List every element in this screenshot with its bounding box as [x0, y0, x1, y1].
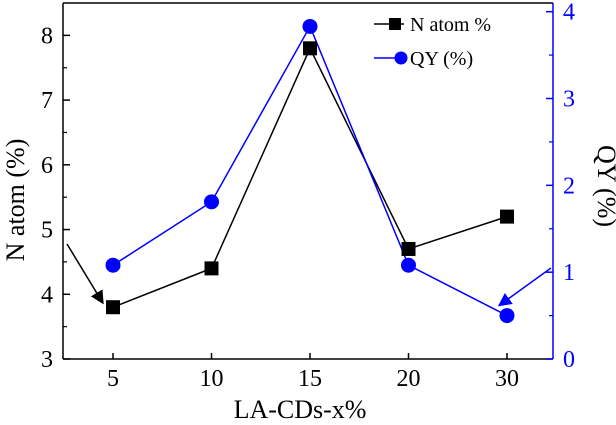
data-point-square: [204, 261, 219, 276]
x-tick-label: 30: [495, 366, 519, 392]
annotation-arrow-blue: [497, 267, 552, 307]
legend: N atom % QY (%): [374, 14, 491, 70]
x-axis-title: LA-CDs-x%: [234, 395, 367, 424]
legend-marker-n-atom: [389, 18, 401, 30]
series-points-group: [105, 18, 515, 324]
left-y-tick-label: 8: [41, 23, 53, 49]
axes-group: [62, 2, 554, 360]
data-point-square: [106, 300, 120, 315]
right-y-axis-title: QY (%): [592, 145, 616, 227]
x-tick-label: 15: [298, 366, 322, 392]
data-point-circle: [204, 194, 219, 210]
data-point-square: [401, 241, 416, 256]
left-y-axis-title: N atom (%): [1, 139, 30, 262]
left-y-tick-label: 6: [41, 153, 53, 179]
data-point-square: [500, 209, 514, 224]
data-point-circle: [302, 18, 318, 34]
annotation-arrow-black: [66, 243, 104, 305]
left-y-tick-label: 4: [41, 282, 53, 308]
x-tick-label: 10: [200, 366, 224, 392]
annotations-group: [66, 243, 552, 307]
legend-marker-qy: [394, 51, 408, 65]
x-ticks-group: 5 10 15 20 30: [107, 353, 519, 392]
left-ticks-group: 3 4 5 6 7 8: [41, 23, 70, 373]
left-y-tick-label: 5: [41, 218, 53, 244]
x-tick-label: 20: [397, 366, 421, 392]
left-y-tick-label: 7: [41, 88, 53, 114]
data-point-circle: [401, 257, 416, 273]
data-point-circle: [105, 257, 121, 273]
data-point-square: [303, 41, 317, 56]
series-line: [112, 46, 508, 308]
data-point-circle: [499, 308, 515, 324]
right-y-tick-label: 2: [563, 173, 575, 199]
right-ticks-group: 0 1 2 3 4: [546, 0, 575, 373]
left-y-tick-label: 3: [41, 347, 53, 373]
right-y-tick-label: 1: [563, 260, 575, 286]
right-y-tick-label: 0: [563, 347, 575, 373]
right-y-tick-label: 4: [563, 0, 575, 26]
x-tick-label: 5: [107, 366, 119, 392]
legend-label-qy: QY (%): [410, 48, 473, 70]
right-y-tick-label: 3: [563, 87, 575, 113]
legend-label-n-atom: N atom %: [410, 14, 491, 36]
